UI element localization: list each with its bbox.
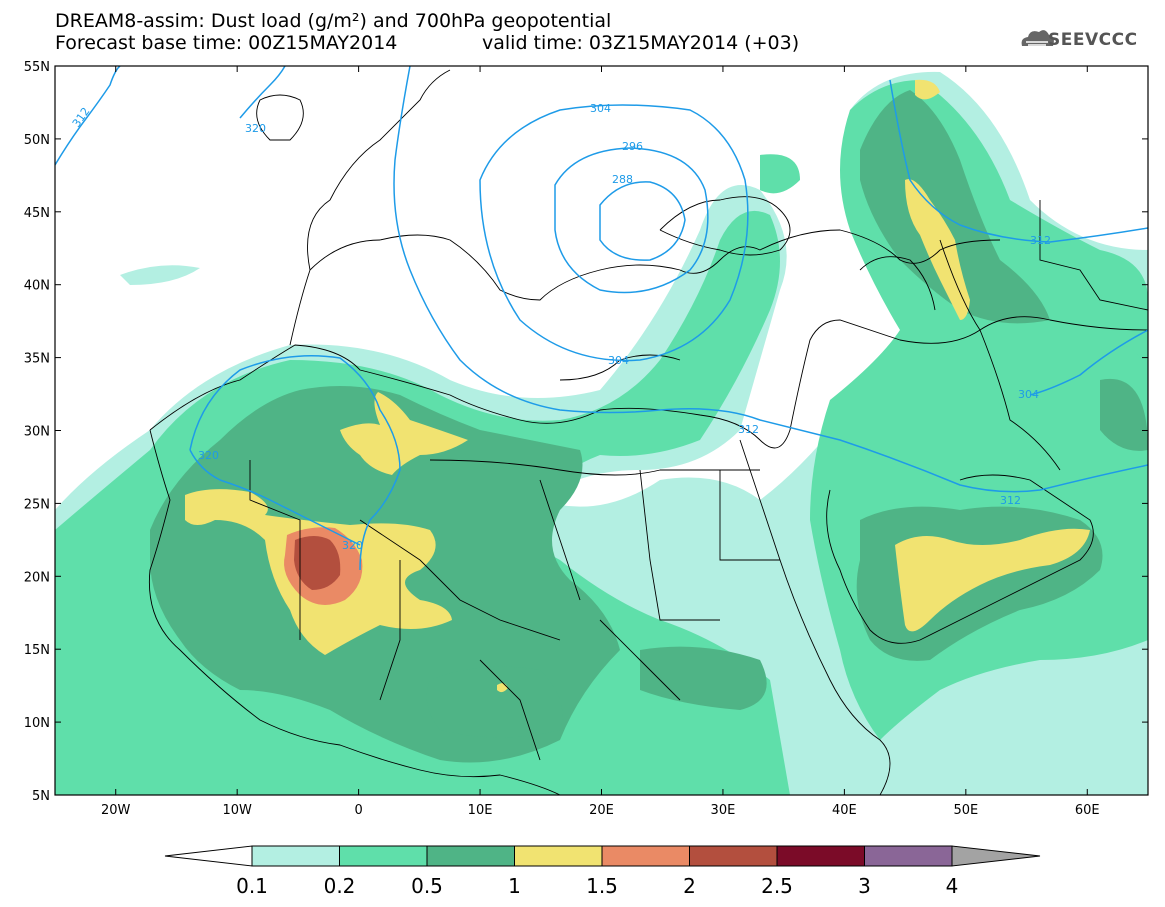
contour-label: 304 bbox=[590, 102, 611, 115]
longitude-label: 10W bbox=[222, 803, 252, 818]
contour-label: 320 bbox=[198, 449, 219, 462]
contour-label: 312 bbox=[738, 423, 759, 436]
colorbar-over-triangle bbox=[951, 845, 1041, 867]
colorbar-swatch bbox=[426, 845, 515, 867]
longitude-label: 50E bbox=[953, 803, 978, 818]
contour-label: 320 bbox=[342, 539, 363, 552]
longitude-label: 20E bbox=[589, 803, 614, 818]
colorbar-swatch bbox=[776, 845, 865, 867]
latitude-label: 10N bbox=[24, 716, 50, 731]
colorbar-label: 4 bbox=[946, 874, 959, 898]
colorbar-label: 2.5 bbox=[761, 874, 793, 898]
latitude-label: 50N bbox=[24, 133, 50, 148]
longitude-label: 20W bbox=[101, 803, 131, 818]
latitude-label: 20N bbox=[24, 570, 50, 585]
contour-label: 304 bbox=[608, 354, 629, 367]
colorbar-swatch bbox=[689, 845, 778, 867]
latitude-labels: 5N 10N 15N 20N 25N 30N 35N 40N 45N 50N 55N bbox=[24, 60, 50, 804]
latitude-label: 45N bbox=[24, 206, 50, 221]
dust-field bbox=[55, 66, 1148, 795]
dust-level-2 bbox=[294, 536, 341, 590]
contour-label: 320 bbox=[245, 122, 266, 135]
contour-label: 296 bbox=[622, 140, 643, 153]
colorbar-swatch bbox=[864, 845, 953, 867]
latitude-label: 35N bbox=[24, 352, 50, 367]
colorbar-label: 0.1 bbox=[236, 874, 268, 898]
colorbar-label: 2 bbox=[683, 874, 696, 898]
colorbar-label: 3 bbox=[858, 874, 871, 898]
coastlines bbox=[148, 69, 1148, 795]
colorbar-swatch bbox=[251, 845, 340, 867]
seevccc-logo: SEEVCCC bbox=[1048, 30, 1138, 50]
contour-label: 312 bbox=[1030, 234, 1051, 247]
cloud-icon bbox=[1021, 30, 1054, 46]
colorbar-swatch bbox=[339, 845, 428, 867]
longitude-label: 10E bbox=[468, 803, 493, 818]
latitude-label: 55N bbox=[24, 60, 50, 75]
latitude-label: 25N bbox=[24, 497, 50, 512]
latitude-label: 5N bbox=[32, 789, 50, 804]
colorbar-label: 0.2 bbox=[324, 874, 356, 898]
valid-time: valid time: 03Z15MAY2014 (+03) bbox=[482, 32, 800, 54]
contour-label: 312 bbox=[1000, 494, 1021, 507]
colorbar-swatch bbox=[601, 845, 690, 867]
contour-label: 304 bbox=[1018, 388, 1039, 401]
colorbar-label: 1 bbox=[508, 874, 521, 898]
latitude-label: 30N bbox=[24, 425, 50, 440]
colorbar-swatch bbox=[514, 845, 603, 867]
contour-label: 288 bbox=[612, 173, 633, 186]
longitude-label: 40E bbox=[832, 803, 857, 818]
latitude-label: 40N bbox=[24, 279, 50, 294]
geopotential-contours bbox=[55, 66, 1148, 571]
forecast-base-time: Forecast base time: 00Z15MAY2014 bbox=[55, 32, 398, 54]
longitude-label: 0 bbox=[354, 803, 362, 818]
colorbar-labels: 0.1 0.2 0.5 1 1.5 2 2.5 3 4 bbox=[236, 874, 958, 898]
latitude-label: 15N bbox=[24, 643, 50, 658]
longitude-labels: 20W 10W 0 10E 20E 30E 40E 50E 60E bbox=[101, 803, 1100, 818]
longitude-label: 60E bbox=[1075, 803, 1100, 818]
colorbar-label: 0.5 bbox=[411, 874, 443, 898]
colorbar bbox=[164, 845, 1041, 867]
longitude-label: 30E bbox=[711, 803, 736, 818]
axis-ticks bbox=[55, 65, 1148, 796]
colorbar-label: 1.5 bbox=[586, 874, 618, 898]
colorbar-under-triangle bbox=[164, 845, 253, 867]
map-title: DREAM8-assim: Dust load (g/m²) and 700hP… bbox=[55, 10, 612, 32]
